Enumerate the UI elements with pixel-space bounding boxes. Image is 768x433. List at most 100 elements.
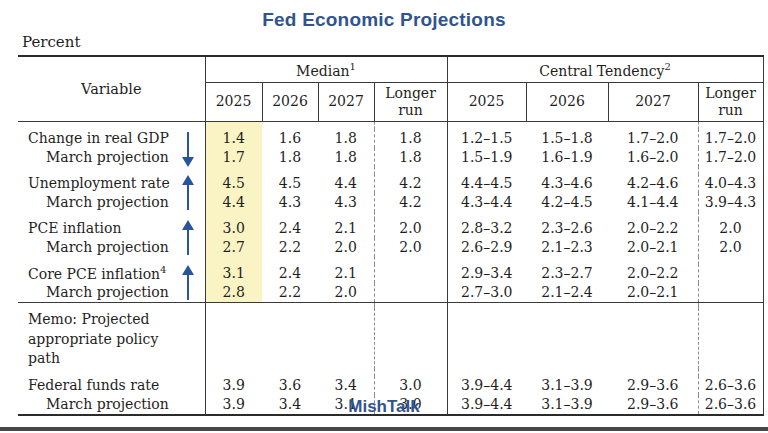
value-cell: 2.2	[262, 283, 318, 303]
screenshot-root: Fed Economic Projections Percent Variabl…	[0, 0, 768, 433]
value-cell: 4.1–4.4	[608, 193, 698, 212]
value-cell: 2.0	[374, 238, 447, 257]
value-cell: 1.7–2.0	[698, 129, 763, 148]
spacer-cell	[205, 212, 262, 219]
row-label-cell: March projection	[18, 193, 205, 212]
value-cell: 3.9	[205, 376, 262, 395]
row-label-cell: Federal funds rate	[18, 376, 205, 395]
value-cell: 1.4	[205, 129, 262, 148]
value-cell: 3.0	[205, 219, 262, 238]
value-cell: 2.3–2.7	[526, 264, 608, 283]
value-cell: 4.2	[374, 193, 447, 212]
value-cell: 2.9–3.6	[608, 376, 698, 395]
spacer-cell	[205, 167, 262, 174]
value-cell: 1.5–1.9	[447, 148, 526, 167]
value-cell: 4.3	[318, 193, 374, 212]
value-cell	[698, 308, 763, 369]
spacer-cell	[18, 122, 205, 130]
value-cell: 3.9–4.3	[698, 193, 763, 212]
arrow-head	[182, 265, 194, 275]
group-spacer-row	[18, 212, 763, 219]
spacer-cell	[526, 257, 608, 264]
value-cell	[374, 308, 447, 369]
spacer-cell	[698, 122, 763, 130]
year-header: 2027	[608, 83, 698, 122]
spacer-cell	[205, 122, 262, 130]
spacer-cell	[205, 369, 262, 376]
value-cell: 1.6–2.0	[608, 148, 698, 167]
year-header: 2025	[205, 83, 262, 122]
page-title: Fed Economic Projections	[0, 9, 768, 31]
table-row: March projection4.44.34.34.24.3–4.44.2–4…	[18, 193, 763, 212]
row-label-cell: PCE inflation	[18, 219, 205, 238]
year-header: 2026	[262, 83, 318, 122]
spacer-cell	[698, 167, 763, 174]
value-cell: 2.4	[262, 264, 318, 283]
value-cell	[374, 283, 447, 303]
spacer-cell	[698, 212, 763, 219]
value-cell: 2.0	[698, 238, 763, 257]
spacer-cell	[262, 167, 318, 174]
value-cell: 2.1–2.4	[526, 283, 608, 303]
value-cell: 4.3–4.4	[447, 193, 526, 212]
projections-table: VariableMedian1Central Tendency220252026…	[18, 55, 764, 416]
column-group-label: Median1	[205, 56, 447, 83]
spacer-cell	[374, 167, 447, 174]
value-cell: 4.4	[205, 193, 262, 212]
value-cell: 1.7	[205, 148, 262, 167]
value-cell: 2.0	[318, 238, 374, 257]
spacer-cell	[374, 122, 447, 130]
value-cell: 3.1	[205, 264, 262, 283]
spacer-cell	[18, 212, 205, 219]
spacer-cell	[18, 257, 205, 264]
table-row: Change in real GDP1.41.61.81.81.2–1.51.5…	[18, 129, 763, 148]
row-label-cell: Memo: Projected appropriate policy path	[18, 308, 205, 369]
spacer-cell	[608, 167, 698, 174]
value-cell: 2.0	[318, 283, 374, 303]
spacer-cell	[318, 122, 374, 130]
spacer-cell	[374, 369, 447, 376]
value-cell: 2.1	[318, 219, 374, 238]
column-group-label: Central Tendency2	[447, 56, 763, 83]
table-row: March projection1.71.81.81.81.5–1.91.6–1…	[18, 148, 763, 167]
row-label-cell: Change in real GDP	[18, 129, 205, 148]
value-cell: 2.0–2.1	[608, 283, 698, 303]
spacer-cell	[608, 212, 698, 219]
footnote-marker: 2	[664, 61, 670, 72]
spacer-cell	[318, 167, 374, 174]
value-cell: 2.7	[205, 238, 262, 257]
spacer-cell	[447, 167, 526, 174]
value-cell: 2.7–3.0	[447, 283, 526, 303]
header-group-row: VariableMedian1Central Tendency2	[18, 56, 763, 83]
value-cell: 2.0	[698, 219, 763, 238]
value-cell: 2.8–3.2	[447, 219, 526, 238]
value-cell: 4.4–4.5	[447, 174, 526, 193]
value-cell: 1.6	[262, 129, 318, 148]
row-header-label: Variable	[18, 56, 205, 122]
value-cell: 2.6–3.6	[698, 376, 763, 395]
spacer-cell	[374, 257, 447, 264]
value-cell: 4.5	[205, 174, 262, 193]
group-spacer-row	[18, 369, 763, 376]
year-header: Longer run	[698, 83, 763, 122]
value-cell: 2.8	[205, 283, 262, 303]
unit-label: Percent	[22, 33, 80, 51]
spacer-cell	[318, 369, 374, 376]
value-cell: 4.2–4.6	[608, 174, 698, 193]
value-cell: 1.6–1.9	[526, 148, 608, 167]
spacer-cell	[447, 257, 526, 264]
spacer-cell	[526, 369, 608, 376]
value-cell: 3.4	[318, 376, 374, 395]
value-cell	[318, 308, 374, 369]
spacer-cell	[18, 167, 205, 174]
value-cell: 2.0–2.1	[608, 238, 698, 257]
table-row: Memo: Projected appropriate policy path	[18, 308, 763, 369]
table-row: PCE inflation3.02.42.12.02.8–3.22.3–2.62…	[18, 219, 763, 238]
value-cell	[698, 283, 763, 303]
spacer-cell	[318, 257, 374, 264]
value-cell: 1.5–1.8	[526, 129, 608, 148]
value-cell: 1.7–2.0	[698, 148, 763, 167]
spacer-cell	[698, 369, 763, 376]
value-cell: 1.8	[318, 129, 374, 148]
value-cell: 4.4	[318, 174, 374, 193]
